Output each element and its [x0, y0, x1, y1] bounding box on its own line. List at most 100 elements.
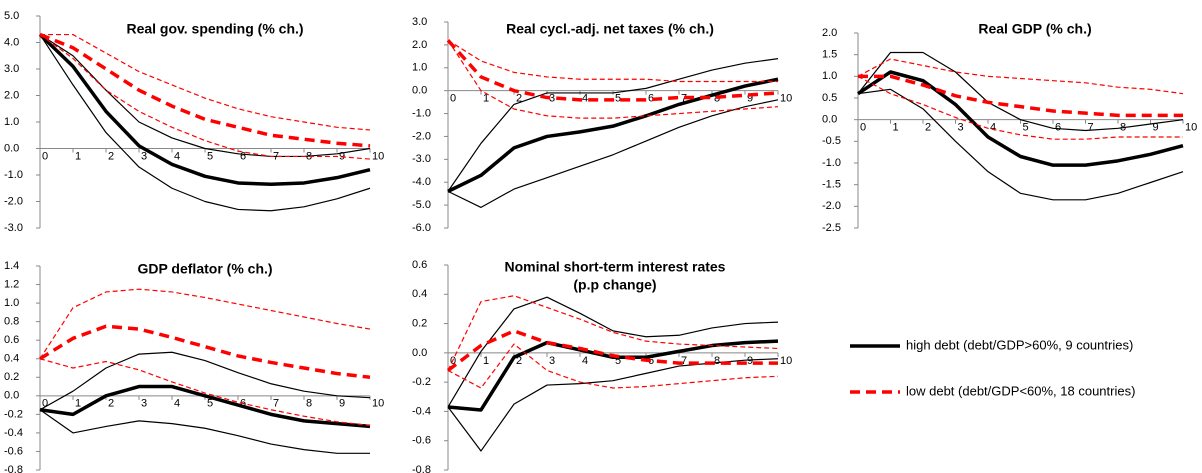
y-tick-label: 0.0 [4, 142, 19, 154]
x-tick-label: 6 [648, 355, 654, 367]
x-tick-label: 5 [1023, 122, 1029, 134]
y-tick-label: 1.0 [4, 297, 19, 309]
series-line [857, 75, 1183, 140]
y-tick-label: -3.0 [4, 222, 23, 234]
y-tick-label: -1.5 [822, 179, 841, 191]
series-line [39, 384, 371, 429]
x-tick-label: 9 [1153, 122, 1159, 134]
series-line [38, 33, 371, 187]
y-tick-label: -0.8 [412, 464, 431, 473]
y-tick-label: 0.0 [412, 347, 427, 359]
y-tick-label: 1.0 [822, 70, 837, 82]
legend-label: low debt (debt/GDP<60%, 18 countries) [906, 383, 1135, 398]
x-tick-label: 2 [108, 150, 114, 162]
x-tick-label: 0 [860, 122, 866, 134]
series-line [39, 324, 371, 380]
x-tick-label: 4 [174, 150, 180, 162]
series-line [447, 339, 779, 412]
x-tick-label: 7 [1088, 122, 1094, 134]
x-tick-label: 4 [582, 355, 588, 367]
series-line [39, 34, 371, 160]
x-tick-label: 5 [615, 355, 621, 367]
y-tick-label: 0.2 [4, 371, 19, 383]
y-tick-label: -0.8 [4, 464, 23, 473]
y-tick-label: -0.2 [412, 376, 431, 388]
series-line [446, 39, 779, 102]
y-tick-label: -1.0 [822, 157, 841, 169]
series-line [857, 51, 1184, 132]
series-line [447, 358, 779, 452]
y-tick-label: -2.0 [822, 200, 841, 212]
x-tick-label: 4 [990, 122, 996, 134]
x-tick-label: 2 [516, 355, 522, 367]
chart-title: Real cycl.-adj. net taxes (% ch.) [506, 21, 714, 37]
x-tick-label: 8 [306, 398, 312, 410]
x-tick-label: 5 [615, 93, 621, 105]
x-tick-label: 10 [780, 93, 792, 105]
x-tick-label: 9 [747, 93, 753, 105]
x-tick-label: 5 [207, 150, 213, 162]
y-tick-label: -0.2 [4, 408, 23, 420]
series-line [40, 33, 371, 131]
x-tick-label: 10 [372, 398, 384, 410]
y-tick-label: -0.6 [412, 435, 431, 447]
x-tick-label: 0 [42, 150, 48, 162]
legend-label: high debt (debt/GDP>60%, 9 countries) [906, 337, 1133, 352]
x-tick-label: 7 [273, 398, 279, 410]
x-tick-label: 10 [780, 355, 792, 367]
x-tick-label: 2 [516, 93, 522, 105]
series-line [447, 343, 779, 389]
y-tick-label: -1.0 [412, 107, 431, 119]
series-line [446, 329, 778, 372]
series-line [447, 296, 779, 408]
chart-title: Real GDP (% ch.) [978, 21, 1091, 37]
series-line [39, 34, 371, 212]
y-tick-label: 1.0 [4, 116, 19, 128]
x-tick-label: 4 [582, 93, 588, 105]
y-tick-label: 4.0 [4, 36, 19, 48]
y-tick-label: 1.5 [822, 49, 837, 61]
series-line [447, 77, 779, 193]
series-line [39, 358, 371, 427]
x-tick-label: 6 [240, 150, 246, 162]
x-tick-label: 3 [549, 355, 555, 367]
series-line [857, 70, 1184, 167]
y-tick-label: -0.4 [4, 427, 23, 439]
y-tick-label: 0.4 [4, 353, 19, 365]
x-tick-label: 9 [339, 398, 345, 410]
x-tick-label: 10 [1185, 122, 1197, 134]
chart-title: GDP deflator (% ch.) [137, 261, 272, 277]
series-line [39, 351, 371, 411]
y-tick-label: 0.8 [4, 316, 19, 328]
y-tick-label: 3.0 [4, 63, 19, 75]
y-tick-label: 0.4 [412, 288, 427, 300]
x-tick-label: 0 [450, 93, 456, 105]
x-tick-label: 7 [681, 93, 687, 105]
x-tick-label: 1 [75, 150, 81, 162]
x-tick-label: 10 [372, 150, 384, 162]
y-tick-label: 0.0 [412, 85, 427, 97]
y-tick-label: 0.2 [412, 317, 427, 329]
y-tick-label: -1.0 [4, 169, 23, 181]
y-tick-label: -5.0 [412, 199, 431, 211]
x-tick-label: 8 [714, 355, 720, 367]
y-tick-label: -0.4 [412, 405, 431, 417]
y-tick-label: -4.0 [412, 176, 431, 188]
x-tick-label: 6 [1055, 122, 1061, 134]
y-tick-label: 5.0 [4, 10, 19, 22]
x-tick-label: 1 [75, 398, 81, 410]
y-tick-label: 2.0 [4, 89, 19, 101]
y-tick-label: 3.0 [412, 16, 427, 28]
x-tick-label: 3 [958, 122, 964, 134]
y-tick-label: -0.6 [4, 445, 23, 457]
x-tick-label: 2 [108, 398, 114, 410]
y-tick-label: -6.0 [412, 222, 431, 234]
y-tick-label: 0.6 [4, 334, 19, 346]
series-line [447, 99, 779, 208]
series-line [857, 58, 1184, 95]
series-line [39, 288, 371, 360]
x-tick-label: 4 [174, 398, 180, 410]
x-tick-label: 7 [681, 355, 687, 367]
y-tick-label: 0.6 [412, 259, 427, 271]
